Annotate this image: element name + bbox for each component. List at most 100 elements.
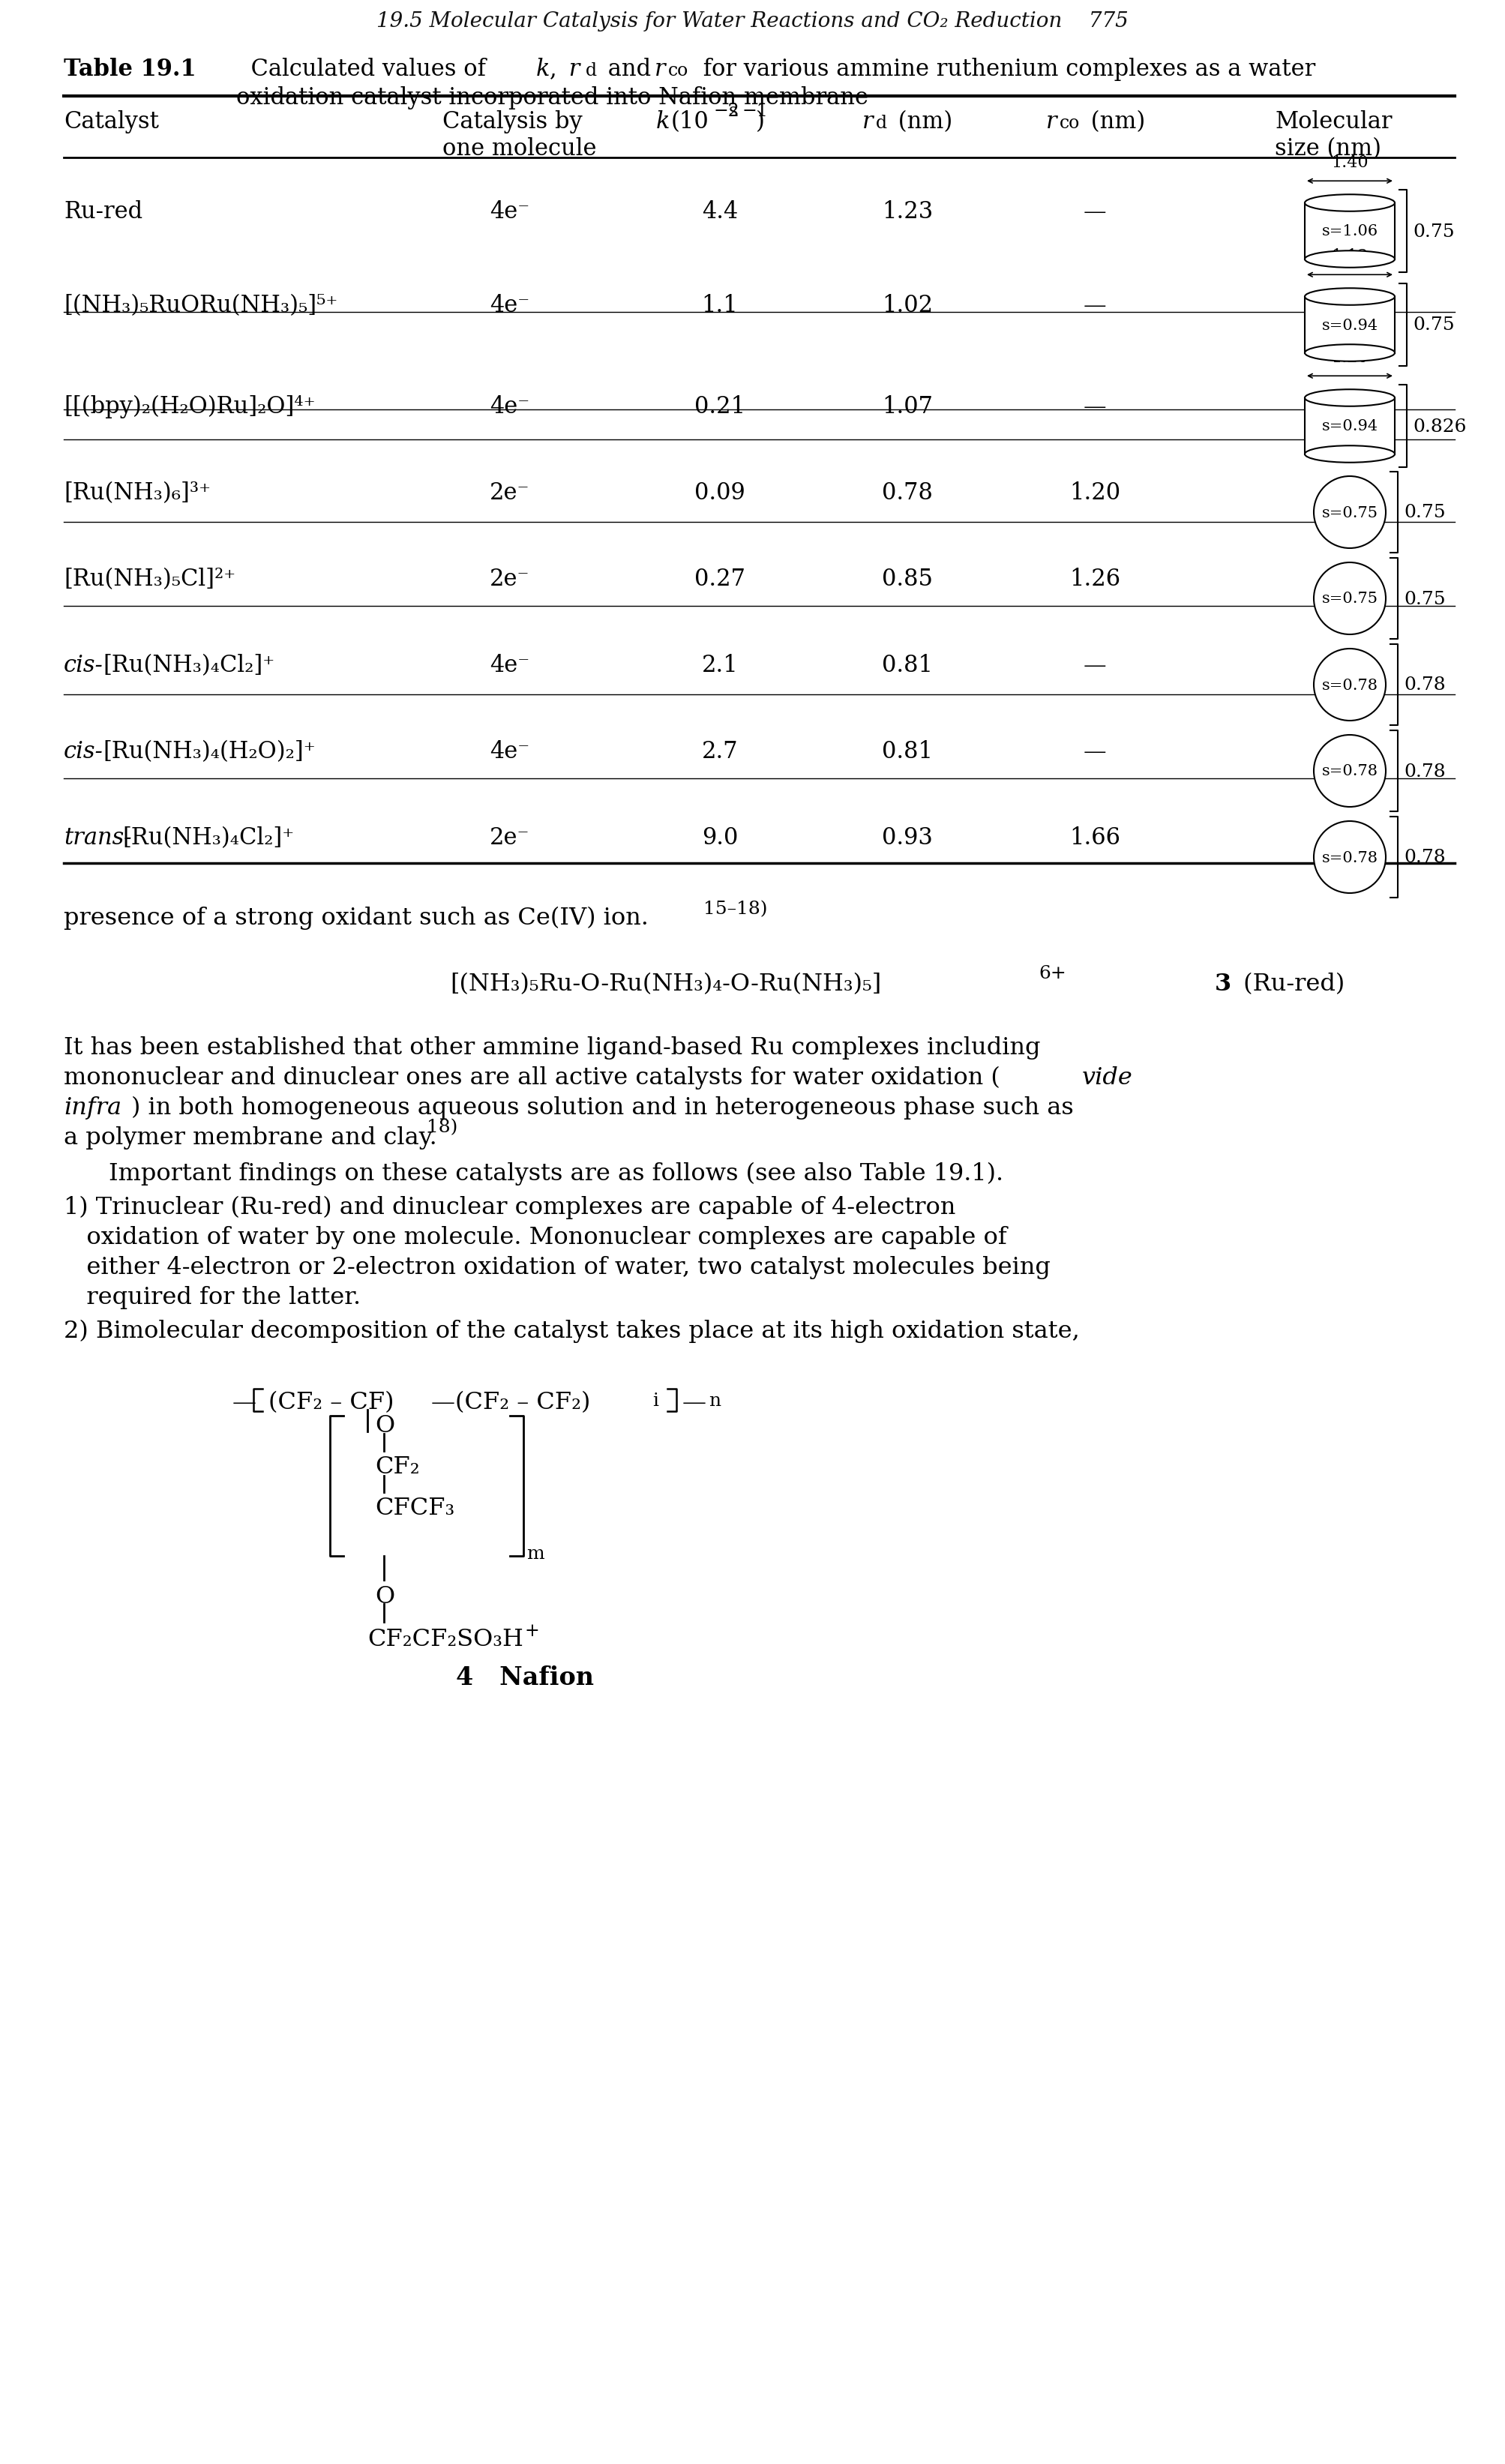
Text: 0.27: 0.27 (694, 567, 745, 591)
Text: [Ru(NH₃)₆]³⁺: [Ru(NH₃)₆]³⁺ (63, 480, 211, 505)
Text: 0.826: 0.826 (1413, 419, 1466, 436)
Text: and: and (600, 57, 658, 81)
Text: —: — (1084, 653, 1106, 678)
Text: 4e⁻: 4e⁻ (491, 739, 530, 764)
Circle shape (1314, 476, 1386, 549)
Text: 0.85: 0.85 (882, 567, 933, 591)
Text: r: r (561, 57, 579, 81)
Text: 0.75: 0.75 (1413, 318, 1454, 335)
Text: k: k (656, 111, 670, 133)
Text: Molecular: Molecular (1275, 111, 1392, 133)
Circle shape (1314, 562, 1386, 636)
Text: presence of a strong oxidant such as Ce(IV) ion.: presence of a strong oxidant such as Ce(… (63, 907, 649, 929)
Text: —: — (1084, 739, 1106, 764)
Text: [(NH₃)₅RuORu(NH₃)₅]⁵⁺: [(NH₃)₅RuORu(NH₃)₅]⁵⁺ (63, 293, 337, 318)
Text: —: — (682, 1390, 706, 1414)
Text: (10: (10 (671, 111, 709, 133)
Text: cis-: cis- (63, 653, 104, 678)
Ellipse shape (1305, 345, 1395, 362)
Text: (nm): (nm) (1084, 111, 1145, 133)
Text: a polymer membrane and clay.: a polymer membrane and clay. (63, 1126, 436, 1148)
Text: 0.78: 0.78 (882, 480, 933, 505)
Text: 15–18): 15–18) (703, 899, 768, 917)
Text: i: i (652, 1392, 658, 1409)
Text: —(CF₂ – CF₂): —(CF₂ – CF₂) (430, 1390, 590, 1414)
Text: 6+: 6+ (1038, 966, 1066, 983)
Text: 19.5 Molecular Catalysis for Water Reactions and CO₂ Reduction    775: 19.5 Molecular Catalysis for Water React… (376, 12, 1129, 32)
Ellipse shape (1305, 389, 1395, 407)
Text: 1.1: 1.1 (701, 293, 737, 318)
Text: 0.75: 0.75 (1404, 591, 1445, 609)
Circle shape (1314, 648, 1386, 722)
Text: [Ru(NH₃)₄(H₂O)₂]⁺: [Ru(NH₃)₄(H₂O)₂]⁺ (102, 739, 316, 764)
Text: s=0.78: s=0.78 (1321, 764, 1379, 779)
Text: s: s (728, 103, 737, 121)
Text: 1.40: 1.40 (1330, 155, 1368, 170)
Text: 18): 18) (427, 1119, 458, 1136)
Text: s=0.75: s=0.75 (1321, 505, 1379, 520)
Text: 4.4: 4.4 (701, 200, 737, 224)
Text: co: co (1060, 116, 1081, 133)
Text: n: n (709, 1392, 721, 1409)
Text: 0.81: 0.81 (882, 739, 933, 764)
Text: either 4-electron or 2-electron oxidation of water, two catalyst molecules being: either 4-electron or 2-electron oxidatio… (63, 1257, 1050, 1279)
Text: —: — (232, 1390, 256, 1414)
Text: infra: infra (63, 1096, 122, 1119)
Text: 0.09: 0.09 (694, 480, 745, 505)
Text: 1.02: 1.02 (882, 293, 933, 318)
Text: 1) Trinuclear (Ru-red) and dinuclear complexes are capable of 4-electron: 1) Trinuclear (Ru-red) and dinuclear com… (63, 1195, 956, 1220)
Text: 0.78: 0.78 (1404, 764, 1445, 781)
Bar (1305, 399, 1395, 456)
Ellipse shape (1305, 251, 1395, 269)
Text: d: d (585, 62, 597, 79)
Text: 1.20: 1.20 (1069, 480, 1120, 505)
Text: oxidation catalyst incorporated into Nafion membrane: oxidation catalyst incorporated into Naf… (236, 86, 868, 108)
Text: one molecule: one molecule (442, 138, 596, 160)
Text: —: — (1084, 394, 1106, 419)
Text: Important findings on these catalysts are as follows (see also Table 19.1).: Important findings on these catalysts ar… (108, 1163, 1004, 1185)
Text: 2.1: 2.1 (701, 653, 737, 678)
Text: s=0.78: s=0.78 (1321, 678, 1379, 692)
Text: for various ammine ruthenium complexes as a water: for various ammine ruthenium complexes a… (695, 57, 1315, 81)
Bar (1305, 298, 1395, 352)
Text: [Ru(NH₃)₄Cl₂]⁺: [Ru(NH₃)₄Cl₂]⁺ (122, 825, 293, 850)
Text: 0.75: 0.75 (1404, 505, 1445, 522)
Text: 0.93: 0.93 (882, 825, 933, 850)
Text: 1.26: 1.26 (1069, 567, 1120, 591)
Text: 1.23: 1.23 (882, 200, 933, 224)
Text: 1.12: 1.12 (1332, 249, 1368, 264)
Text: —: — (1084, 200, 1106, 224)
Text: 2.7: 2.7 (701, 739, 737, 764)
Ellipse shape (1305, 288, 1395, 306)
Text: O: O (375, 1414, 394, 1437)
Text: ) in both homogeneous aqueous solution and in heterogeneous phase such as: ) in both homogeneous aqueous solution a… (131, 1096, 1073, 1119)
Text: 1.07: 1.07 (882, 394, 933, 419)
Text: trans-: trans- (63, 825, 131, 850)
Text: 4e⁻: 4e⁻ (491, 200, 530, 224)
Text: s=1.06: s=1.06 (1321, 224, 1379, 239)
Circle shape (1314, 734, 1386, 808)
Text: 0.81: 0.81 (882, 653, 933, 678)
Circle shape (1314, 821, 1386, 894)
Text: CFCF₃: CFCF₃ (375, 1496, 455, 1520)
Text: m: m (527, 1545, 545, 1562)
Text: CF₂: CF₂ (375, 1456, 420, 1478)
Text: r: r (1046, 111, 1057, 133)
Text: 0.75: 0.75 (1413, 224, 1454, 241)
Text: It has been established that other ammine ligand-based Ru complexes including: It has been established that other ammin… (63, 1035, 1040, 1060)
Text: —: — (1084, 293, 1106, 318)
Text: mononuclear and dinuclear ones are all active catalysts for water oxidation (: mononuclear and dinuclear ones are all a… (63, 1067, 1001, 1089)
Text: vide: vide (1082, 1067, 1133, 1089)
Text: k: k (536, 57, 549, 81)
Text: 4e⁻: 4e⁻ (491, 653, 530, 678)
Text: required for the latter.: required for the latter. (63, 1286, 361, 1308)
Text: Catalyst: Catalyst (63, 111, 160, 133)
Text: 0.78: 0.78 (1404, 850, 1445, 867)
Text: 2e⁻: 2e⁻ (489, 567, 530, 591)
Text: s=0.94: s=0.94 (1321, 419, 1379, 434)
Ellipse shape (1305, 446, 1395, 463)
Text: size (nm): size (nm) (1275, 138, 1382, 160)
Text: ): ) (756, 111, 765, 133)
Text: [Ru(NH₃)₅Cl]²⁺: [Ru(NH₃)₅Cl]²⁺ (63, 567, 236, 591)
Text: r: r (655, 57, 665, 81)
